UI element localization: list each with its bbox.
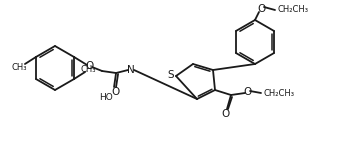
Text: CH₃: CH₃: [80, 64, 96, 73]
Text: CH₂CH₃: CH₂CH₃: [264, 89, 295, 98]
Text: O: O: [257, 4, 265, 14]
Text: CH₂CH₃: CH₂CH₃: [278, 6, 309, 14]
Text: S: S: [168, 70, 174, 80]
Text: O: O: [85, 61, 93, 71]
Text: N: N: [127, 65, 135, 75]
Text: HO: HO: [99, 93, 113, 102]
Text: O: O: [111, 87, 119, 97]
Text: CH₃: CH₃: [11, 62, 27, 72]
Text: O: O: [243, 87, 251, 97]
Text: O: O: [222, 109, 230, 119]
